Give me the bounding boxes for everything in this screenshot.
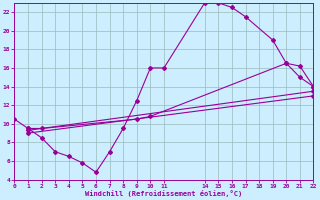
X-axis label: Windchill (Refroidissement éolien,°C): Windchill (Refroidissement éolien,°C)	[85, 190, 243, 197]
